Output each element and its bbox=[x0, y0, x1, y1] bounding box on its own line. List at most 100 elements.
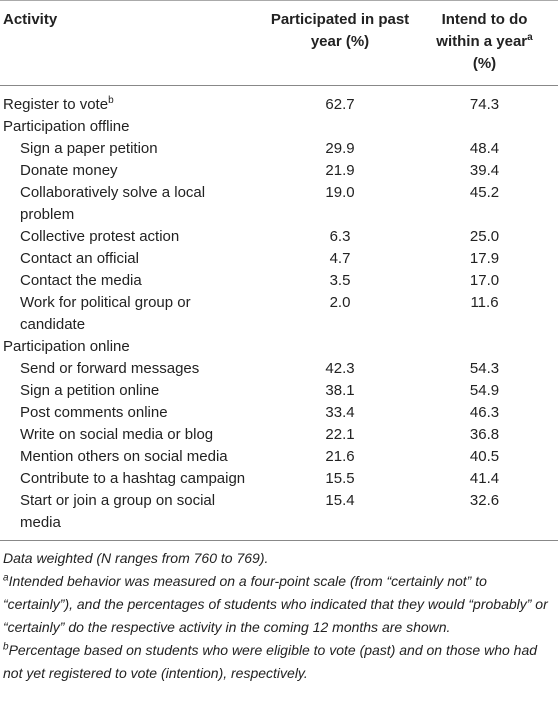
table-header: Activity Participated in past year (%) I… bbox=[0, 0, 558, 86]
table-row: Collective protest action 6.3 25.0 bbox=[0, 226, 558, 248]
value-cell: 41.4 bbox=[425, 468, 558, 490]
value-cell: 22.1 bbox=[255, 424, 425, 446]
group-label: Participation online bbox=[3, 338, 130, 355]
note: Data weighted (N ranges from 760 to 769)… bbox=[3, 550, 269, 566]
value-cell: 62.7 bbox=[255, 86, 425, 117]
table-body: Register to voteb 62.7 74.3 Participation o… bbox=[0, 86, 558, 541]
cell-value: 11.6 bbox=[470, 294, 499, 311]
value-cell: 54.9 bbox=[425, 380, 558, 402]
table-row: Collaboratively solve a local problem 19.… bbox=[0, 182, 558, 226]
table-row: Work for political group or candidate 2.0… bbox=[0, 292, 558, 336]
cell-value: 39.4 bbox=[469, 162, 500, 179]
group-row: Participation offline bbox=[0, 116, 558, 138]
footnote-mark: a bbox=[527, 32, 533, 43]
value-cell: 45.2 bbox=[425, 182, 558, 226]
header-text: (%) bbox=[472, 55, 497, 72]
group-row: Participation online bbox=[0, 336, 558, 358]
data-table: Activity Participated in past year (%) I… bbox=[0, 0, 558, 541]
row-label-cell: Collaboratively solve a local problem bbox=[0, 182, 255, 226]
row-label: Sign a petition online bbox=[20, 382, 160, 399]
row-label-cell: Contact the media bbox=[0, 270, 255, 292]
row-label-cell: Post comments online bbox=[0, 402, 255, 424]
row-label: Contact the media bbox=[20, 272, 142, 289]
row-label-cell: Contact an official bbox=[0, 248, 255, 270]
value-cell: 38.1 bbox=[255, 380, 425, 402]
value-cell: 15.5 bbox=[255, 468, 425, 490]
table-notes: Data weighted (N ranges from 760 to 769)… bbox=[0, 541, 558, 685]
value-cell: 42.3 bbox=[255, 358, 425, 380]
cell-value: 19.0 bbox=[325, 184, 355, 201]
row-label: Work for political group or candidate bbox=[20, 294, 191, 333]
row-label-cell: Write on social media or blog bbox=[0, 424, 255, 446]
cell-value: 54.9 bbox=[469, 382, 500, 399]
table-row: Contribute to a hashtag campaign 15.5 41.4 bbox=[0, 468, 558, 490]
cell-value: 25.0 bbox=[469, 228, 500, 245]
value-cell: 54.3 bbox=[425, 358, 558, 380]
row-label: Donate money bbox=[20, 162, 118, 179]
value-cell: 33.4 bbox=[255, 402, 425, 424]
row-label-cell: Send or forward messages bbox=[0, 358, 255, 380]
value-cell: 21.9 bbox=[255, 160, 425, 182]
table-row: Post comments online 33.4 46.3 bbox=[0, 402, 558, 424]
value-cell: 6.3 bbox=[255, 226, 425, 248]
footnote-mark: a bbox=[3, 572, 9, 584]
value-cell: 17.9 bbox=[425, 248, 558, 270]
header-cell: Participated in past year (%) bbox=[255, 0, 425, 86]
cell-value: 42.3 bbox=[325, 360, 355, 377]
row-label: Contribute to a hashtag campaign bbox=[20, 470, 246, 487]
cell-value: 36.8 bbox=[469, 426, 500, 443]
cell-value: 21.9 bbox=[325, 162, 355, 179]
value-cell: 74.3 bbox=[425, 86, 558, 117]
group-label-cell: Participation online bbox=[0, 336, 558, 358]
footnote: aIntended behavior was measured on a fou… bbox=[3, 570, 555, 639]
value-cell: 15.4 bbox=[255, 490, 425, 541]
row-label: Sign a paper petition bbox=[20, 140, 158, 157]
cell-value: 6.3 bbox=[329, 228, 351, 245]
cell-value: 17.0 bbox=[469, 272, 500, 289]
row-label-cell: Mention others on social media bbox=[0, 446, 255, 468]
table-row: Sign a petition online 38.1 54.9 bbox=[0, 380, 558, 402]
value-cell: 46.3 bbox=[425, 402, 558, 424]
row-label-cell: Register to voteb bbox=[0, 86, 255, 117]
cell-value: 17.9 bbox=[469, 250, 500, 267]
value-cell: 4.7 bbox=[255, 248, 425, 270]
cell-value: 45.2 bbox=[469, 184, 500, 201]
footnote-mark: b bbox=[108, 95, 114, 106]
row-label-cell: Sign a petition online bbox=[0, 380, 255, 402]
footnote-text: Percentage based on students who were el… bbox=[3, 642, 538, 681]
row-label: Collaboratively solve a local problem bbox=[20, 184, 206, 223]
cell-value: 54.3 bbox=[469, 360, 500, 377]
value-cell: 2.0 bbox=[255, 292, 425, 336]
value-cell: 3.5 bbox=[255, 270, 425, 292]
table-row: Start or join a group on social media 15.… bbox=[0, 490, 558, 541]
row-label-cell: Sign a paper petition bbox=[0, 138, 255, 160]
footnote-mark: b bbox=[3, 641, 9, 653]
cell-value: 48.4 bbox=[469, 140, 500, 157]
cell-value: 29.9 bbox=[325, 140, 355, 157]
value-cell: 17.0 bbox=[425, 270, 558, 292]
header-cell: Intend to do within a yeara (%) bbox=[425, 0, 558, 86]
cell-value: 15.4 bbox=[325, 492, 355, 509]
table-row: Write on social media or blog 22.1 36.8 bbox=[0, 424, 558, 446]
cell-value: 46.3 bbox=[469, 404, 500, 421]
cell-value: 4.7 bbox=[329, 250, 351, 267]
value-cell: 21.6 bbox=[255, 446, 425, 468]
cell-value: 22.1 bbox=[325, 426, 355, 443]
value-cell: 19.0 bbox=[255, 182, 425, 226]
cell-value: 41.4 bbox=[469, 470, 500, 487]
table-row: Contact the media 3.5 17.0 bbox=[0, 270, 558, 292]
row-label-cell: Collective protest action bbox=[0, 226, 255, 248]
value-cell: 32.6 bbox=[425, 490, 558, 541]
table-row: Donate money 21.9 39.4 bbox=[0, 160, 558, 182]
cell-value: 2.0 bbox=[329, 294, 351, 311]
value-cell: 11.6 bbox=[425, 292, 558, 336]
cell-value: 32.6 bbox=[469, 492, 500, 509]
row-label: Write on social media or blog bbox=[20, 426, 214, 443]
cell-value: 40.5 bbox=[469, 448, 500, 465]
cell-value: 62.7 bbox=[325, 96, 355, 113]
row-label-cell: Donate money bbox=[0, 160, 255, 182]
table-row: Sign a paper petition 29.9 48.4 bbox=[0, 138, 558, 160]
group-label-cell: Participation offline bbox=[0, 116, 558, 138]
value-cell: 29.9 bbox=[255, 138, 425, 160]
